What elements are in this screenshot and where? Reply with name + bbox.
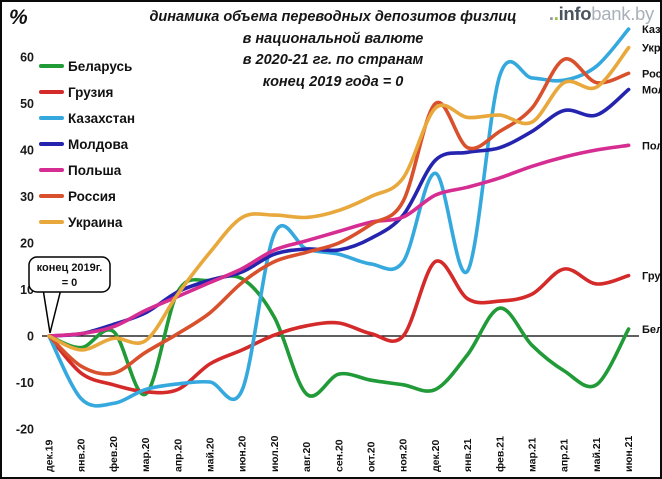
infobank-logo: ..infobank.by (549, 3, 654, 25)
legend-label-moldova: Молдова (68, 136, 129, 152)
x-tick-label: фев.21 (494, 436, 506, 472)
series-line-russia (47, 57, 631, 376)
x-tick-label: апр.20 (172, 439, 184, 472)
x-tick-label: янв.21 (462, 438, 474, 472)
x-tick-label: май.21 (591, 437, 603, 472)
legend-swatch-russia (39, 194, 64, 198)
chart-title: динамика объема переводных депозитов физ… (102, 7, 564, 93)
x-tick-label: ноя.20 (398, 438, 410, 472)
legend-swatch-poland (39, 168, 64, 172)
series-end-label-moldova: Мол (642, 85, 662, 97)
chart-title-line-4: конец 2019 года = 0 (262, 73, 404, 90)
y-axis-unit: % (9, 6, 28, 29)
y-tick-label: -20 (16, 423, 34, 437)
series-line-georgia (47, 259, 631, 395)
logo-dot-green-icon: . (553, 3, 559, 24)
y-tick-label: 40 (20, 144, 34, 158)
y-tick-label: 30 (20, 190, 34, 204)
legend-label-belarus: Беларусь (68, 58, 133, 74)
x-tick-label: апр.21 (559, 439, 571, 472)
x-tick-label: фев.20 (108, 436, 120, 472)
y-tick-label: -10 (16, 376, 34, 390)
y-tick-label: 50 (20, 97, 34, 111)
chart-title-line-2: в национальной валюте (242, 30, 424, 47)
series-line-ukraine (47, 45, 631, 352)
legend-label-kazakhstan: Казахстан (68, 110, 136, 126)
x-tick-label: дек.19 (44, 439, 56, 472)
legend-item-kazakhstan: Казахстан (39, 105, 135, 131)
chart-title-line-1: динамика объема переводных депозитов физ… (149, 9, 517, 25)
callout-line-1: конец 2019г. (37, 262, 103, 274)
legend-item-russia: Россия (39, 183, 135, 209)
legend-label-georgia: Грузия (68, 84, 114, 100)
series-end-label-belarus: Бел (642, 324, 662, 336)
x-tick-label: янв.20 (76, 438, 88, 472)
legend-swatch-kazakhstan (39, 116, 64, 120)
logo-text-light: bank.by (591, 3, 654, 24)
legend-label-poland: Польша (68, 162, 122, 178)
chart-title-line-3: в 2020-21 гг. по странам (242, 52, 424, 68)
y-tick-label: 60 (20, 51, 34, 65)
x-tick-label: май.20 (205, 437, 217, 472)
callout-pointer (42, 288, 62, 334)
y-tick-label: 0 (27, 330, 34, 344)
series-end-label-georgia: Гру (642, 271, 661, 283)
x-tick-label: авг.20 (301, 442, 313, 472)
x-tick-label: мар.20 (140, 437, 152, 472)
series-end-label-russia: Рос (642, 68, 662, 80)
legend-swatch-belarus (39, 64, 64, 68)
x-tick-label: июн.20 (237, 435, 249, 472)
series-line-moldova (47, 87, 631, 338)
x-tick-label: июн.21 (623, 435, 635, 472)
legend-item-georgia: Грузия (39, 79, 135, 105)
x-tick-label: июл.20 (269, 435, 281, 472)
legend-swatch-georgia (39, 90, 64, 94)
series-line-kazakhstan (47, 27, 631, 408)
legend-item-belarus: Беларусь (39, 53, 135, 79)
callout-line-2: = 0 (62, 277, 78, 289)
legend: Беларусь Грузия Казахстан Молдова Польша Росс… (39, 53, 135, 235)
legend-swatch-moldova (39, 142, 64, 146)
callout-box (28, 256, 111, 293)
x-tick-label: окт.20 (366, 441, 378, 472)
legend-item-ukraine: Украина (39, 209, 135, 235)
x-tick-label: дек.20 (430, 439, 442, 472)
series-end-label-kazakhstan: Каз (642, 24, 661, 36)
series-end-label-poland: Пол (642, 140, 662, 152)
logo-text-dark: info (558, 3, 592, 24)
legend-item-poland: Польша (39, 157, 135, 183)
series-end-label-ukraine: Укр (642, 43, 661, 55)
legend-label-ukraine: Украина (68, 214, 123, 230)
y-tick-label: 20 (20, 237, 34, 251)
series-line-poland (47, 143, 631, 338)
x-tick-label: сен.20 (333, 439, 345, 472)
legend-label-russia: Россия (68, 188, 116, 204)
series-line-belarus (47, 274, 631, 398)
legend-swatch-ukraine (39, 220, 64, 224)
legend-item-moldova: Молдова (39, 131, 135, 157)
x-tick-label: мар.21 (527, 437, 539, 472)
logo-dot-gray-icon: . (548, 3, 554, 24)
